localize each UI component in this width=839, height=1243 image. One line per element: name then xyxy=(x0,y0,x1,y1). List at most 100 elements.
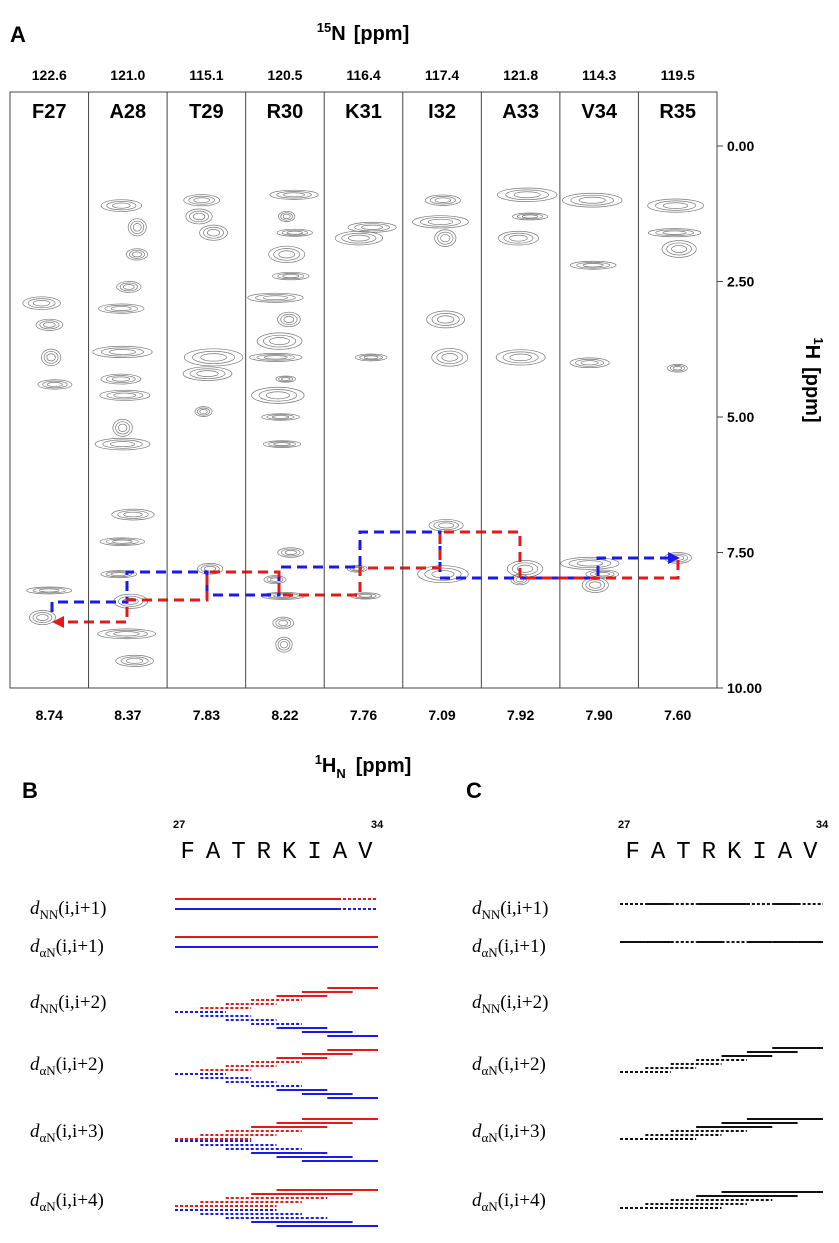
contour xyxy=(585,579,606,591)
contour xyxy=(272,616,294,630)
sequence-letter: T xyxy=(676,839,690,866)
contour xyxy=(112,418,133,437)
contour xyxy=(354,223,390,232)
contour xyxy=(277,311,301,328)
contour xyxy=(113,392,137,398)
residue: F27 xyxy=(32,101,66,123)
args: (i,i+1) xyxy=(500,898,548,919)
contour xyxy=(509,353,532,362)
sub: αN xyxy=(482,945,499,960)
contour xyxy=(562,192,623,208)
contour xyxy=(100,570,138,579)
contour xyxy=(197,407,211,416)
contour xyxy=(188,195,215,205)
contour xyxy=(438,522,455,529)
residue-number: 27 xyxy=(173,819,185,831)
d: d xyxy=(472,1190,482,1211)
sub: αN xyxy=(40,1063,57,1078)
residue: K31 xyxy=(345,101,382,123)
contour xyxy=(667,363,688,373)
contour xyxy=(43,322,56,328)
h-ppm: 7.76 xyxy=(350,707,377,723)
contour xyxy=(185,208,213,225)
contour xyxy=(256,332,303,350)
contour xyxy=(110,306,132,312)
contour xyxy=(105,571,133,578)
contour xyxy=(281,377,291,381)
sequence-letter: A xyxy=(206,839,221,866)
contour xyxy=(358,594,373,598)
n-ppm: 122.6 xyxy=(32,67,67,83)
h-ppm: 7.83 xyxy=(193,707,220,723)
contour xyxy=(100,373,142,385)
contour xyxy=(199,224,228,241)
n-ppm: 117.4 xyxy=(425,67,459,83)
contour xyxy=(655,200,697,211)
contour xyxy=(106,375,136,383)
contour xyxy=(97,628,156,640)
contour xyxy=(125,658,144,664)
contour xyxy=(47,382,63,387)
d: d xyxy=(472,1121,482,1142)
contour xyxy=(434,229,457,247)
contour xyxy=(98,303,145,314)
contour xyxy=(32,612,53,623)
sequence-letter: F xyxy=(625,839,639,866)
contour xyxy=(183,348,244,367)
contour xyxy=(273,248,301,261)
contour xyxy=(269,189,319,200)
residue: R30 xyxy=(267,101,304,123)
noe-label: dαN(i,i+2) xyxy=(30,1054,104,1078)
h-ppm: 7.60 xyxy=(664,707,691,723)
contour xyxy=(655,229,694,237)
contour xyxy=(282,213,291,220)
contour xyxy=(427,218,454,225)
contour xyxy=(589,581,602,589)
noe-label: dαN(i,i+3) xyxy=(472,1121,546,1145)
contour xyxy=(497,230,539,246)
contour xyxy=(104,304,138,313)
args: (i,i+2) xyxy=(58,992,106,1013)
h-ppm: 8.37 xyxy=(114,707,141,723)
arrow xyxy=(668,552,680,564)
contour xyxy=(266,576,284,583)
text: H xyxy=(322,755,336,777)
contour xyxy=(412,215,469,229)
contour xyxy=(275,618,292,628)
contour xyxy=(111,508,155,521)
contour xyxy=(669,365,685,372)
contour xyxy=(105,538,139,545)
residue: R35 xyxy=(659,101,696,123)
sequence-letter: K xyxy=(727,839,742,866)
residue: A28 xyxy=(109,101,146,123)
unit: [ppm] xyxy=(801,367,823,423)
y-tick-label: 5.00 xyxy=(727,409,754,425)
args: (i,i+3) xyxy=(56,1121,104,1142)
contour xyxy=(280,640,288,649)
contour xyxy=(261,413,300,421)
n-ppm: 116.4 xyxy=(346,67,380,83)
contour xyxy=(115,654,154,667)
h-ppm: 8.22 xyxy=(271,707,298,723)
sup: 1 xyxy=(811,337,826,344)
contour xyxy=(113,631,140,637)
contour xyxy=(281,229,308,236)
contour xyxy=(513,191,541,199)
contour xyxy=(578,196,606,204)
contour xyxy=(363,355,379,360)
sub: NN xyxy=(40,907,59,922)
contour xyxy=(262,295,288,301)
contour xyxy=(109,349,136,355)
contour xyxy=(334,230,383,246)
contour xyxy=(503,232,534,244)
contour xyxy=(27,298,56,309)
noe-label: dαN(i,i+1) xyxy=(30,936,104,960)
d: d xyxy=(472,992,482,1013)
h-ppm: 7.09 xyxy=(428,707,455,723)
noe-label: dαN(i,i+1) xyxy=(472,936,546,960)
n-ppm: 119.5 xyxy=(661,67,695,83)
sub: αN xyxy=(40,1130,57,1145)
contour xyxy=(666,242,692,256)
